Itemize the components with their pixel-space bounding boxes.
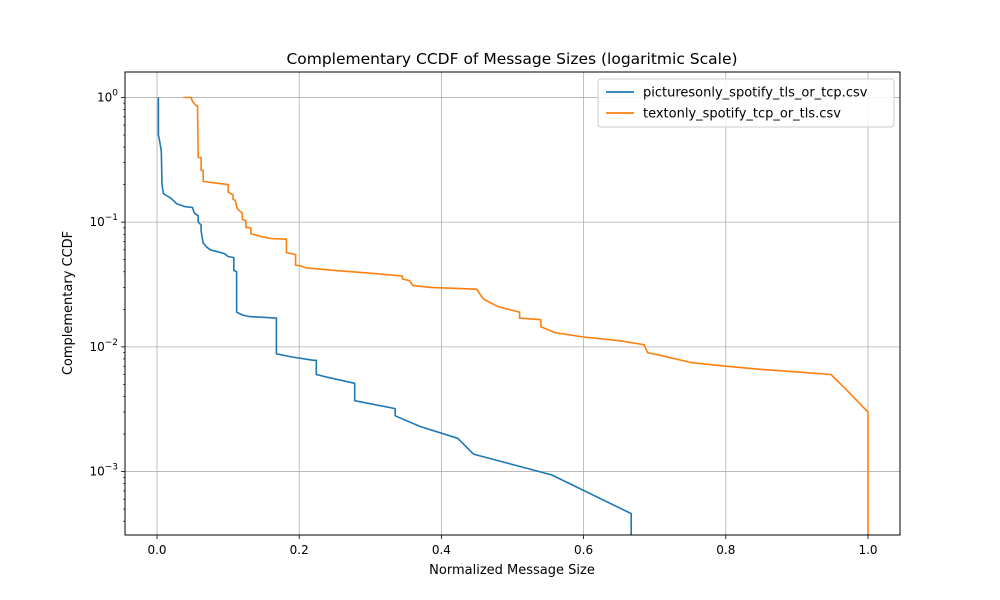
legend-label: textonly_spotify_tcp_or_tls.csv: [643, 107, 841, 122]
y-tick-exponent: 0: [112, 88, 118, 98]
chart-title: Complementary CCDF of Message Sizes (log…: [286, 50, 737, 68]
y-tick-exponent: −3: [105, 463, 118, 473]
x-tick-label: 0.6: [574, 543, 593, 557]
legend: picturesonly_spotify_tls_or_tcp.csvtexto…: [597, 78, 895, 128]
plot-frame: [124, 71, 901, 536]
y-tick-exponent: −1: [105, 213, 118, 223]
x-tick-label: 1.0: [858, 543, 877, 557]
legend-box: [597, 78, 895, 128]
series-line-1: [157, 97, 632, 535]
x-tick-label: 0.8: [716, 543, 735, 557]
y-tick-label: 10−2: [89, 338, 118, 354]
series-line-2: [183, 96, 869, 535]
x-axis-label: Normalized Message Size: [429, 563, 595, 578]
y-tick-label: 100: [97, 88, 118, 104]
y-tick-label: 10−3: [89, 463, 118, 479]
y-tick-base: 10: [89, 465, 104, 479]
y-tick-base: 10: [89, 340, 104, 354]
y-tick-base: 10: [97, 90, 112, 104]
x-axis: 0.0 0.2 0.4 0.6 0.8 1.0: [147, 535, 878, 557]
y-tick-base: 10: [89, 215, 104, 229]
y-axis-label: Complementary CCDF: [61, 231, 76, 375]
x-tick-label: 0.0: [147, 543, 166, 557]
legend-label: picturesonly_spotify_tls_or_tcp.csv: [643, 86, 868, 101]
series-layer: [157, 96, 869, 535]
x-tick-label: 0.2: [290, 543, 309, 557]
x-tick-label: 0.4: [432, 543, 451, 557]
y-tick-exponent: −2: [105, 338, 118, 348]
y-tick-label: 10−1: [89, 213, 118, 229]
